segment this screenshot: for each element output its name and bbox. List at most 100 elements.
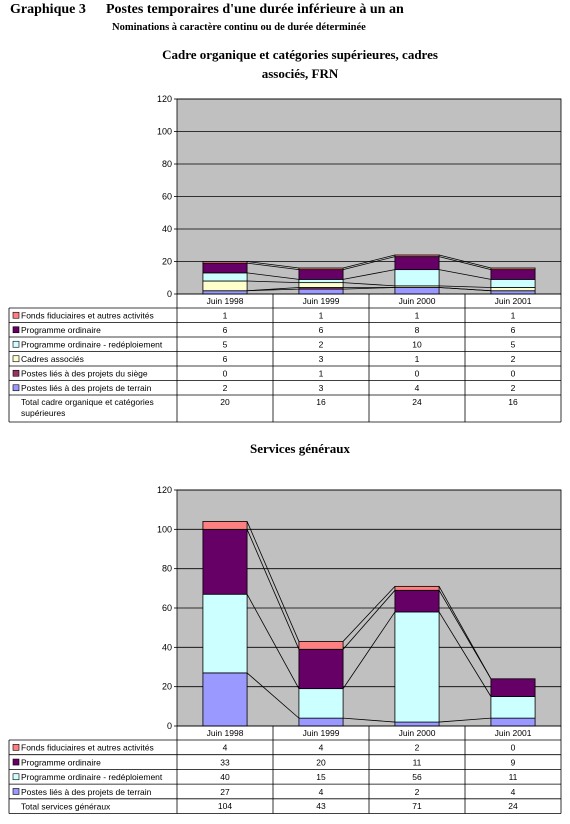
chart1-total-value: 24 [412,397,422,407]
chart1-category-label: Juin 2001 [495,296,532,306]
chart1-data-label: 1 [415,311,420,321]
chart2-title-line1: Services généraux [249,441,350,456]
chart2-ytick-label: 40 [162,642,172,652]
chart1-category-label: Juin 1999 [303,296,340,306]
chart1-total-value: 16 [316,397,326,407]
chart1-data-label: 1 [319,369,324,379]
chart1-bar-segment [394,254,440,258]
chart1-bar-segment [490,267,536,271]
chart2-legend-swatch [12,744,20,751]
chart1-data-label: 0 [511,369,516,379]
chart2-ytick-label: 100 [157,524,172,534]
chart2-bar-segment [202,521,248,530]
chart1-data-label: 4 [415,383,420,393]
chart1-category-label: Juin 1998 [207,296,244,306]
chart1-series-line [439,285,491,288]
chart1-data-label: 2 [319,340,324,350]
chart2-ytick-label: 120 [157,485,172,495]
chart1-data-label: 3 [319,383,324,393]
chart2-data-label: 4 [223,743,228,753]
chart1-series-line [247,261,299,269]
chart2-series-name: Programme ordinaire [21,757,101,767]
chart1-series-line [343,282,395,287]
chart1-series-name: Postes liés à des projets du siège [21,369,148,379]
chart1-total-value: 20 [220,397,230,407]
chart2-series-line [246,672,300,719]
chart1-data-label: 6 [223,354,228,364]
chart2-ytick-label: 60 [162,603,172,613]
chart2-category-label: Juin 1999 [303,728,340,738]
chart1-ytick-label: 100 [157,127,172,137]
chart1-series-name: Postes liés à des projets de terrain [21,383,152,393]
chart1-series-line [439,287,491,292]
chart2-data-label: 20 [316,757,326,767]
chart1-data-label: 6 [223,325,228,335]
chart1-data-label: 0 [223,369,228,379]
chart2-category-label: Juin 2001 [495,728,532,738]
chart2-series-name: Postes liés à des projets de terrain [21,787,152,797]
chart1-series-line [342,254,396,269]
chart2-legend-swatch [12,758,20,766]
chart1-total-name: supérieures [21,408,65,418]
chart1-legend-swatch [12,355,20,363]
chart2-category-label: Juin 1998 [207,728,244,738]
chart2-bar-segment [202,528,248,595]
chart1-ytick-label: 40 [162,224,172,234]
chart1-data-label: 5 [511,340,516,350]
chart2-series-line [343,717,395,723]
chart2-data-label: 0 [511,743,516,753]
chart2-series-line [246,594,300,689]
chart1-series-name: Programme ordinaire [21,325,101,335]
chart2-bar-segment [298,717,344,727]
chart2-data-label: 33 [220,757,230,767]
chart1-ytick-label: 0 [167,289,172,299]
chart1-series-line [439,269,491,280]
chart2-series-line [439,717,491,723]
chart2-data-label: 11 [509,772,518,782]
chart2-total-value: 24 [508,801,518,811]
chart2-bar-segment [490,717,536,727]
chart1-ytick-label: 120 [157,94,172,104]
chart2-series-line [342,611,396,689]
chart2-ytick-label: 80 [162,564,172,574]
chart1-legend-swatch [12,340,20,348]
chart2-data-label: 2 [415,743,420,753]
chart2-data-label: 4 [319,743,324,753]
chart2-data-label: 9 [511,757,516,767]
chart2-bar-segment [394,611,440,723]
chart2-bar-segment [298,688,344,719]
chart2-series-name: Programme ordinaire - redéploiement [21,772,163,782]
chart1-series-name: Programme ordinaire - redéploiement [21,340,163,350]
chart2-ytick-label: 20 [162,682,172,692]
chart1-series-line [343,269,395,280]
chart2-series-line [438,611,492,697]
chart2-total-name: Total services généraux [21,802,111,812]
chart2-series-line [438,586,492,679]
chart1-series-line [247,287,299,292]
chart2-bar-segment [490,678,536,697]
chart1-data-label: 1 [319,311,324,321]
figure-subtitle: Nominations à caractère continu ou de du… [112,22,366,33]
chart2-series-line [342,590,396,650]
chart2-data-label: 4 [511,787,516,797]
chart1-title-line1: Cadre organique et catégories supérieure… [162,47,438,62]
figure-number: Graphique 3 [10,2,86,17]
chart2-legend-swatch [12,773,20,781]
chart2-bar-segment [298,648,344,690]
chart1-data-label: 6 [511,325,516,335]
chart1-ytick-label: 80 [162,159,172,169]
chart1-data-label: 2 [511,354,516,364]
chart2-data-label: 2 [415,787,420,797]
chart2-title: Services généraux [150,439,450,458]
chart1-data-table: Juin 1998 Juin 1999 Juin 2000 Juin 2001 Fond… [8,293,562,423]
chart1-series-line [247,280,299,284]
chart1-ytick-label: 60 [162,192,172,202]
chart1-data-label: 1 [511,311,516,321]
chart2-bar-segment [394,585,440,591]
chart2-total-value: 43 [316,801,326,811]
chart2-total-value: 104 [218,801,232,811]
chart2-series-line [246,521,300,642]
chart2-data-label: 27 [220,787,230,797]
